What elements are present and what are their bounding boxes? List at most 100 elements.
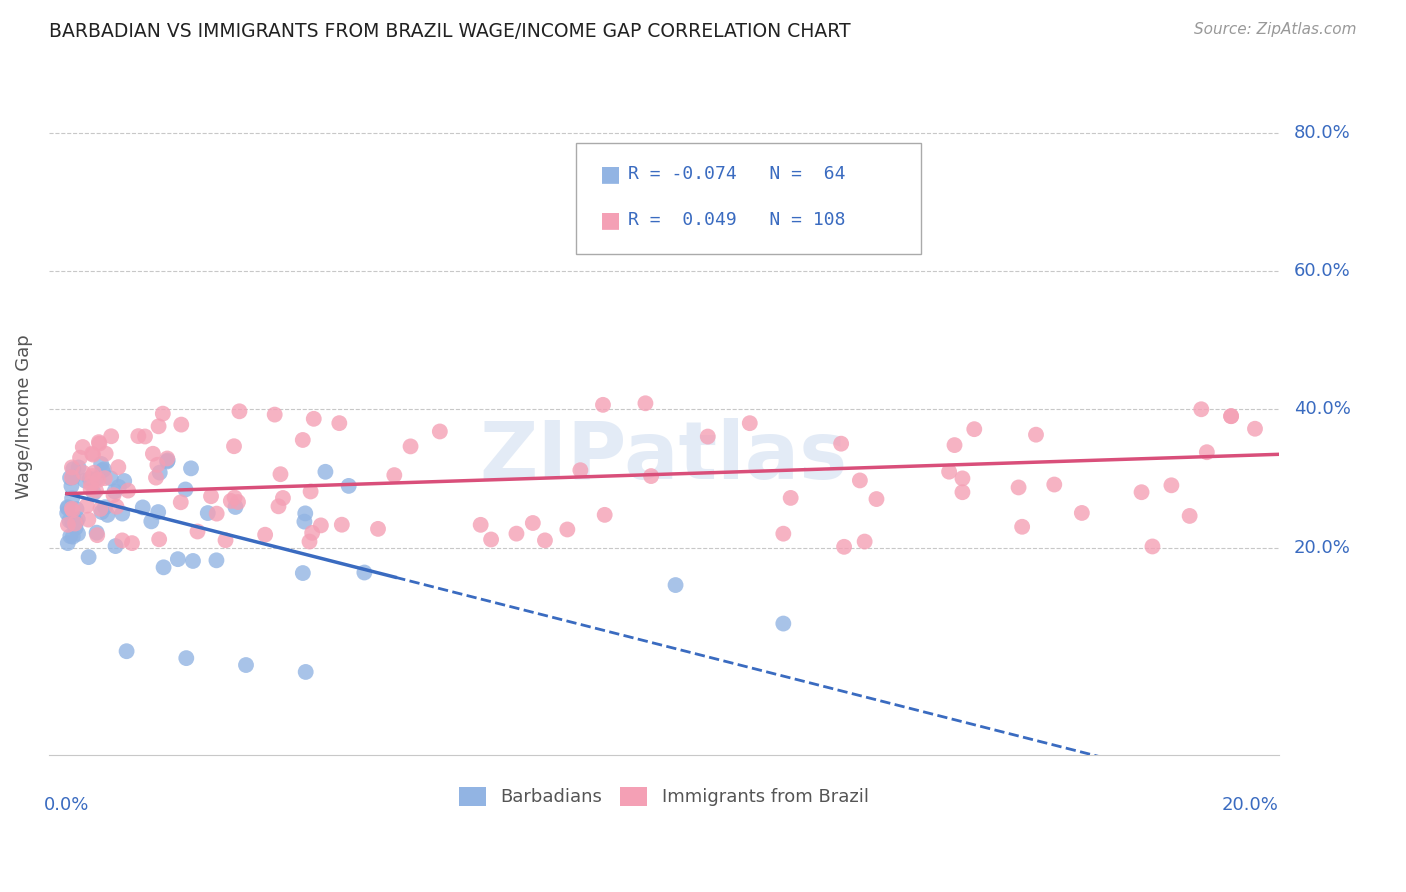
Point (299, 484, 322, 499)
Point (267, 500, 290, 514)
Text: ■: ■ (600, 164, 621, 184)
Text: ZIPatlas: ZIPatlas (479, 417, 848, 496)
Point (167, 552, 190, 566)
Point (121, 536, 143, 550)
Point (569, 463, 592, 477)
Point (58, 514, 80, 528)
Point (152, 407, 174, 421)
Y-axis label: Wage/Income Gap: Wage/Income Gap (15, 334, 32, 499)
Point (82, 448, 104, 462)
Point (1195, 445, 1218, 459)
Point (94, 471, 117, 485)
Point (952, 485, 974, 500)
Point (772, 616, 794, 631)
Point (479, 533, 502, 547)
Point (1130, 485, 1153, 500)
Point (849, 474, 872, 488)
Point (174, 651, 197, 665)
Point (56, 517, 79, 532)
Point (1244, 422, 1267, 436)
Point (94, 447, 117, 461)
Point (470, 517, 492, 532)
Point (141, 514, 163, 528)
Point (367, 522, 389, 536)
Point (56, 536, 79, 550)
Text: BARBADIAN VS IMMIGRANTS FROM BRAZIL WAGE/INCOME GAP CORRELATION CHART: BARBADIAN VS IMMIGRANTS FROM BRAZIL WAGE… (49, 22, 851, 41)
Point (1025, 427, 1047, 442)
Point (146, 458, 169, 472)
Point (832, 540, 855, 554)
Point (696, 429, 718, 443)
Point (56, 506, 79, 520)
Point (634, 396, 657, 410)
Point (309, 518, 332, 533)
Point (83, 466, 105, 480)
Point (429, 425, 451, 439)
Point (66, 512, 89, 526)
Point (104, 484, 127, 499)
Point (174, 483, 197, 497)
Point (94, 500, 117, 515)
Point (100, 471, 122, 485)
Point (72, 440, 94, 454)
Point (96, 508, 118, 522)
Point (72, 466, 94, 480)
Point (337, 479, 360, 493)
Point (63, 516, 86, 531)
Point (222, 439, 245, 453)
Point (100, 429, 122, 443)
Point (640, 469, 662, 483)
Point (180, 461, 202, 475)
Point (1189, 402, 1212, 417)
Text: R = -0.074   N =  64: R = -0.074 N = 64 (628, 165, 846, 183)
Point (943, 438, 966, 452)
Point (830, 436, 852, 450)
Point (62, 462, 84, 476)
Point (83, 486, 105, 500)
Point (382, 468, 405, 483)
Point (219, 494, 242, 508)
Point (294, 507, 316, 521)
Point (86, 528, 108, 542)
Point (60, 491, 83, 506)
Point (112, 474, 135, 488)
Point (1007, 480, 1029, 494)
Point (294, 665, 316, 679)
Point (291, 566, 314, 580)
Point (56, 501, 79, 516)
Point (328, 416, 350, 430)
Point (152, 560, 174, 574)
Point (1043, 477, 1066, 491)
Point (108, 480, 131, 494)
Point (107, 460, 129, 475)
Point (90, 505, 112, 519)
Point (1070, 506, 1092, 520)
Point (79, 472, 101, 486)
Text: R =  0.049   N = 108: R = 0.049 N = 108 (628, 211, 846, 229)
Text: ■: ■ (600, 211, 621, 230)
Point (67, 460, 90, 475)
Point (79, 482, 101, 496)
Point (56, 500, 79, 515)
Point (170, 417, 193, 432)
Point (205, 553, 228, 567)
Point (235, 658, 257, 673)
Text: 80.0%: 80.0% (1294, 124, 1350, 142)
Point (170, 495, 193, 509)
Point (60, 479, 83, 493)
Point (226, 495, 249, 509)
Point (89, 436, 111, 450)
Point (63, 515, 86, 529)
Point (90, 501, 112, 516)
Point (269, 467, 291, 482)
Point (149, 466, 172, 480)
Point (77, 550, 100, 565)
Point (127, 429, 149, 443)
Point (60, 470, 83, 484)
Point (87, 435, 110, 450)
Text: 60.0%: 60.0% (1294, 262, 1350, 280)
Point (294, 515, 316, 529)
Point (104, 539, 127, 553)
Point (938, 465, 960, 479)
Point (91, 464, 114, 478)
